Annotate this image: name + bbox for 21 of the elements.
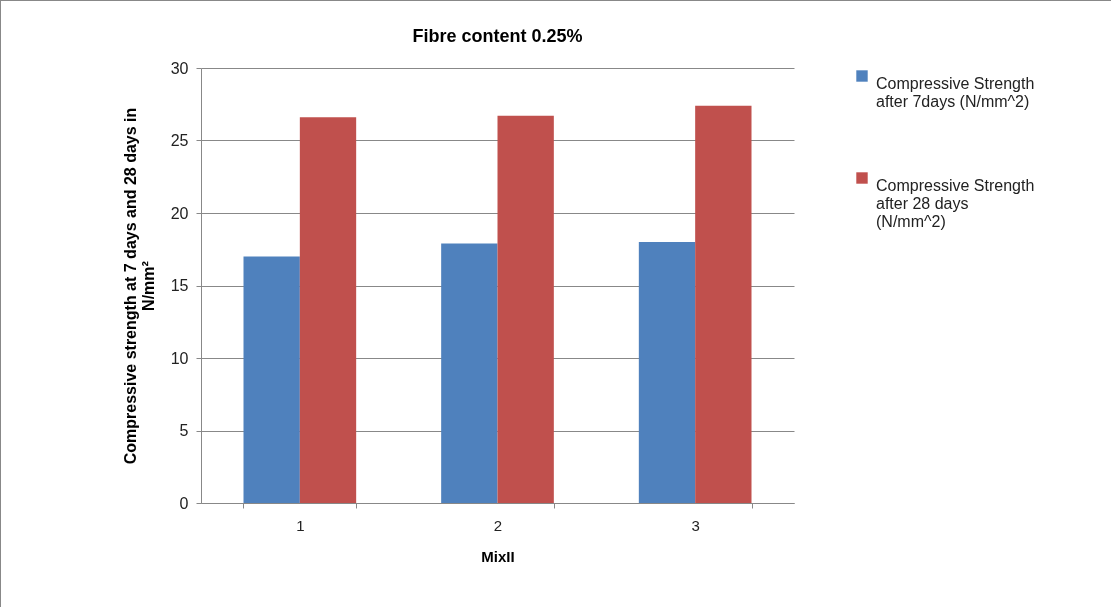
x-axis-title: MixII (481, 547, 515, 565)
bar (299, 117, 357, 503)
legend-label: Compressive Strength after 7days (N/mm^2) (876, 75, 1035, 110)
y-tick-label: 20 (170, 204, 189, 222)
y-tick-label: 25 (170, 132, 189, 149)
legend-label: Compressive Strength after 28 days (N/mm^2) (876, 177, 1035, 230)
y-axis-title: Compressive strength at 7 days and 28 days in N/mm² (121, 107, 157, 465)
y-tick-label: 10 (170, 349, 189, 367)
x-tick-label: 1 (296, 516, 305, 534)
bar (243, 256, 300, 503)
y-tick-label: 5 (179, 422, 189, 439)
bar (441, 243, 498, 503)
chart-title: Fibre content 0.25% (412, 26, 583, 46)
bar (695, 105, 752, 503)
x-tick-label: 3 (691, 516, 700, 534)
y-tick-label: 0 (179, 494, 189, 512)
y-tick-label: 30 (170, 59, 189, 77)
bar (638, 242, 696, 503)
x-tick-label: 2 (493, 516, 503, 534)
y-tick-label: 15 (170, 277, 189, 294)
bar (497, 115, 554, 503)
